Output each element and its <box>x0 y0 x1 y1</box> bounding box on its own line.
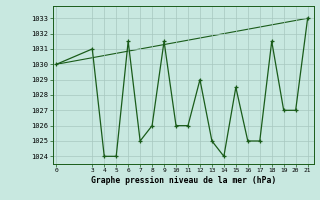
X-axis label: Graphe pression niveau de la mer (hPa): Graphe pression niveau de la mer (hPa) <box>91 176 276 185</box>
